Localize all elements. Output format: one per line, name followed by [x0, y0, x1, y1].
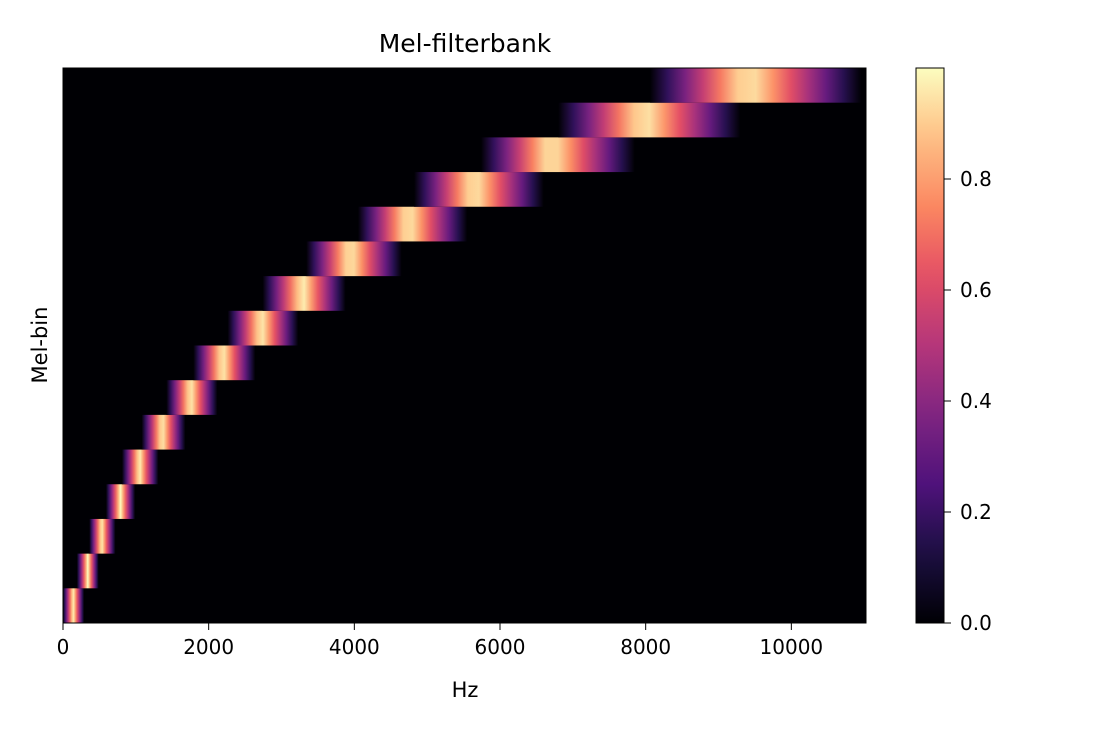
colorbar-frame: [915, 67, 945, 624]
x-tick-label: 10000: [760, 635, 824, 659]
chart-title: Mel-filterbank: [379, 29, 552, 58]
colorbar-tick-label: 0.6: [960, 278, 992, 302]
filter-bin-15: [558, 102, 741, 138]
x-tick-label: 8000: [620, 635, 671, 659]
filter-bin-8: [193, 345, 256, 381]
filter-bin-13: [414, 172, 544, 207]
filter-bin-7: [166, 380, 218, 415]
filter-bin-12: [357, 206, 468, 242]
colorbar-tick-label: 0.8: [960, 167, 992, 191]
colorbar-tick-label: 0.4: [960, 389, 992, 413]
colorbar-ticks: 0.0 0.2 0.4 0.6 0.8: [944, 167, 992, 635]
x-tick-label: 0: [57, 635, 70, 659]
filter-bin-14: [481, 137, 635, 173]
filter-bin-11: [306, 241, 402, 277]
filter-bin-5: [122, 449, 159, 485]
filter-bin-6: [141, 414, 186, 450]
x-axis-label: Hz: [452, 678, 479, 702]
plot-frame: [62, 67, 867, 624]
filter-bin-1: [63, 588, 85, 623]
colorbar: 0.0 0.2 0.4 0.6 0.8: [915, 67, 992, 635]
colorbar-tick-label: 0.2: [960, 500, 992, 524]
heatmap-background: [63, 68, 866, 623]
y-axis-label: Mel-bin: [28, 307, 52, 384]
filter-bin-10: [262, 276, 346, 311]
x-tick-label: 4000: [329, 635, 380, 659]
filter-bin-9: [227, 310, 299, 346]
filter-rows: [63, 68, 862, 623]
filter-bin-3: [89, 518, 116, 554]
x-tick-label: 2000: [183, 635, 234, 659]
plot-area: [62, 67, 867, 624]
colorbar-gradient: [916, 68, 944, 623]
x-axis: 0 2000 4000 6000 8000 10000: [57, 623, 824, 659]
colorbar-tick-label: 0.0: [960, 611, 992, 635]
filter-bin-2: [76, 553, 99, 589]
x-tick-label: 6000: [475, 635, 526, 659]
filter-bin-16: [650, 68, 862, 103]
filter-bin-4: [105, 484, 136, 519]
